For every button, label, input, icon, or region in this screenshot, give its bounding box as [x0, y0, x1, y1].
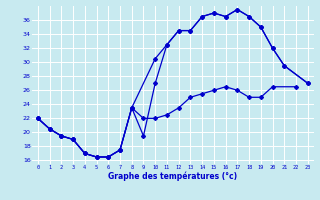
X-axis label: Graphe des températures (°c): Graphe des températures (°c)	[108, 172, 237, 181]
